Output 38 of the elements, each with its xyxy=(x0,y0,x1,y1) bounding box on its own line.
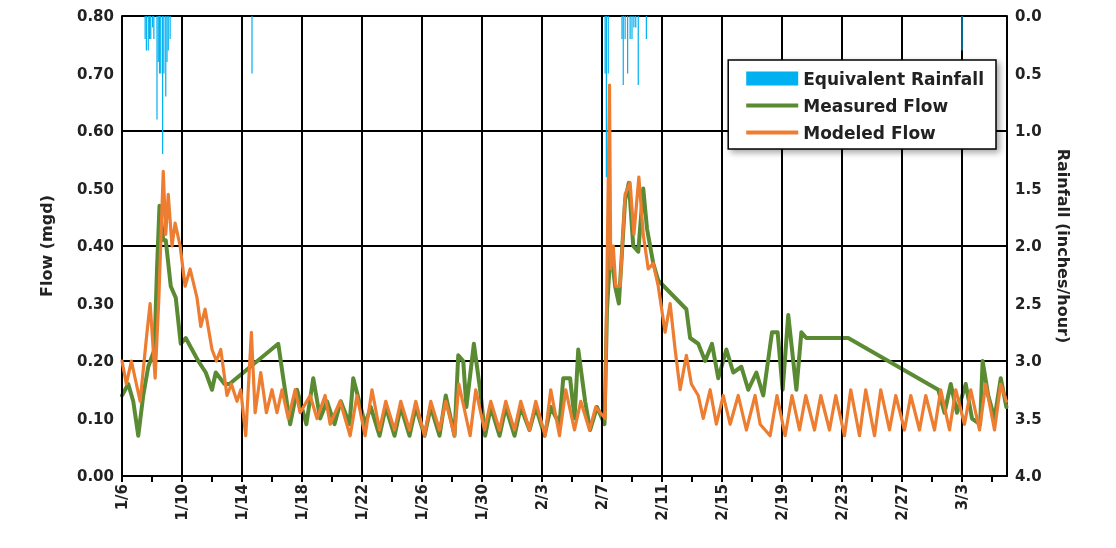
x-tick-label: 1/22 xyxy=(353,484,371,521)
x-tick-label: 3/3 xyxy=(953,484,971,511)
x-tick-label: 2/23 xyxy=(833,484,851,521)
legend-label: Equivalent Rainfall xyxy=(803,68,985,89)
y-tick-label: 0.40 xyxy=(76,237,114,255)
y-axis-title: Flow (mgd) xyxy=(36,195,56,297)
y2-tick-label: 1.0 xyxy=(1015,122,1042,140)
x-tick-label: 2/15 xyxy=(713,484,731,521)
x-tick-label: 1/10 xyxy=(173,484,191,521)
y-tick-label: 0.00 xyxy=(76,467,114,485)
x-tick-label: 1/18 xyxy=(293,484,311,521)
x-tick-label: 2/7 xyxy=(593,484,611,511)
y-tick-label: 0.20 xyxy=(76,352,114,370)
y-tick-label: 0.60 xyxy=(76,122,114,140)
x-tick-label: 1/14 xyxy=(233,484,251,521)
y-tick-label: 0.50 xyxy=(76,179,114,198)
legend-label: Measured Flow xyxy=(803,95,949,116)
y2-tick-label: 2.5 xyxy=(1015,294,1042,313)
legend-label: Modeled Flow xyxy=(803,122,937,143)
y2-tick-label: 3.0 xyxy=(1015,352,1042,370)
y2-tick-label: 1.5 xyxy=(1015,179,1042,198)
x-tick-label: 1/30 xyxy=(473,484,491,521)
x-tick-label: 2/27 xyxy=(893,484,911,521)
y2-tick-label: 4.0 xyxy=(1015,467,1042,485)
y-tick-label: 0.10 xyxy=(76,409,114,428)
x-tick-label: 1/6 xyxy=(113,484,131,511)
x-tick-label: 2/3 xyxy=(533,484,551,511)
y2-tick-label: 2.0 xyxy=(1015,237,1042,255)
y2-axis-title: Rainfall (inches/hour) xyxy=(1053,148,1073,344)
y2-tick-label: 0.5 xyxy=(1015,64,1042,83)
y-tick-label: 0.80 xyxy=(76,7,114,25)
x-tick-label: 1/26 xyxy=(413,484,431,521)
x-tick-label: 2/19 xyxy=(773,484,791,521)
y-tick-label: 0.70 xyxy=(76,64,114,83)
x-tick-label: 2/11 xyxy=(653,484,671,521)
y2-tick-label: 0.0 xyxy=(1015,7,1042,25)
y2-tick-label: 3.5 xyxy=(1015,409,1042,428)
y-tick-label: 0.30 xyxy=(76,294,114,313)
